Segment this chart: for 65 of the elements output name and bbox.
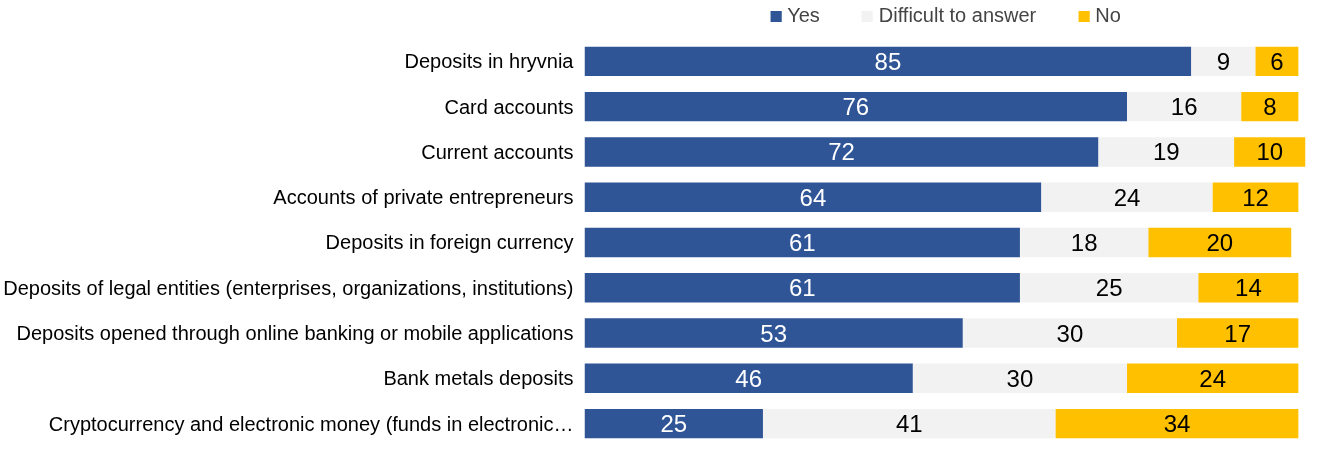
data-label: 61 [788,274,816,302]
y-tick-label: Current accounts [421,140,574,163]
data-label: 24 [1199,364,1227,392]
bar [584,137,1099,167]
data-label: 25 [1095,274,1123,302]
bar [1055,408,1299,439]
bar [584,182,1042,212]
bar [1041,182,1213,212]
bar [1191,46,1256,77]
data-label: 41 [895,410,923,438]
bar [1148,227,1292,258]
bar [1098,137,1235,167]
bar [962,318,1178,348]
bar [1234,137,1306,167]
bar [762,408,1056,439]
bar [584,318,963,348]
data-label: 34 [1163,410,1191,438]
bar [912,363,1128,394]
bar [584,91,1128,122]
bar [1127,91,1242,122]
data-label: 25 [660,410,688,438]
data-label: 18 [1070,228,1098,256]
y-tick-label: Deposits in foreign currency [325,231,574,254]
data-label: 30 [1056,319,1084,347]
data-label: 30 [1006,364,1034,392]
data-label: 61 [788,228,816,256]
data-label: 14 [1235,274,1262,302]
bar [1241,91,1299,122]
bar [1212,182,1299,212]
data-label: 6 [1270,47,1284,75]
y-tick-label: Accounts of private entrepreneurs [273,186,574,209]
bar [1198,273,1299,303]
data-label: 20 [1206,228,1234,256]
y-tick-label: Deposits of legal entities (enterprises, organizations, institutions) [3,276,574,299]
bar [584,408,763,439]
y-tick-label: Card accounts [444,95,574,118]
bar [584,46,1192,77]
data-label: 12 [1242,183,1269,211]
data-label: 19 [1152,138,1180,166]
data-label: 9 [1216,47,1231,75]
bar [1019,227,1149,258]
bar [1177,318,1299,348]
bar [584,363,913,394]
bar [584,227,1020,258]
data-label: 76 [842,93,870,121]
data-label: 85 [874,47,902,75]
data-label: 53 [760,319,788,347]
data-label: 17 [1224,319,1252,347]
data-label: 16 [1170,93,1198,121]
data-label: 8 [1263,93,1277,121]
data-label: 72 [828,138,855,166]
y-tick-label: Bank metals deposits [383,367,574,390]
bar [1019,273,1199,303]
y-tick-label: Deposits opened through online banking or mobile applications [16,322,574,345]
bar [1127,363,1299,394]
data-label: 10 [1256,138,1284,166]
legend-label: No [1095,4,1121,27]
data-label: 46 [735,364,763,392]
data-label: 24 [1113,183,1141,211]
bar [584,273,1020,303]
y-tick-label: Deposits in hryvnia [404,50,575,73]
legend-label: Yes [787,4,820,27]
data-label: 64 [799,183,827,211]
y-tick-label: Cryptocurrency and electronic money (funds in electronic… [48,412,574,435]
legend-label: Difficult to answer [878,4,1037,27]
